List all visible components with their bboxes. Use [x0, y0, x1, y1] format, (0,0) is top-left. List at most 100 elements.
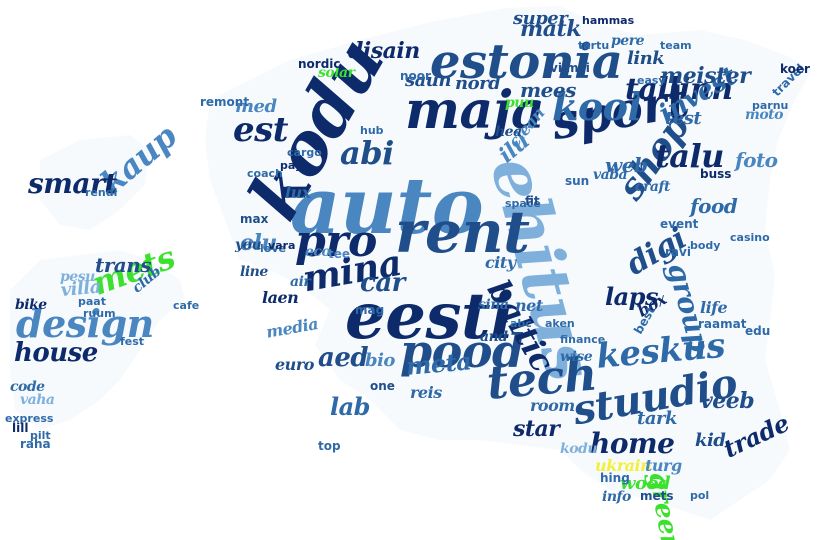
cloud-word-noor: noor: [400, 69, 431, 83]
cloud-word-design: design: [16, 301, 154, 346]
cloud-word-raha: raha: [20, 437, 51, 451]
cloud-word-air: air: [290, 274, 311, 290]
cloud-word-wise: wise: [560, 349, 593, 365]
cloud-word-sun: sun: [565, 174, 590, 188]
cloud-word-aed: aed: [318, 343, 369, 373]
cloud-word-ravi: ravi: [665, 245, 691, 259]
cloud-word-mag: mag: [355, 303, 385, 317]
cloud-word-team: team: [660, 39, 692, 52]
cloud-word-disain: disain: [348, 38, 420, 64]
cloud-word-bike: bike: [15, 297, 47, 313]
cloud-word-kodu: kodu: [560, 441, 598, 457]
cloud-word-koer: koer: [780, 62, 810, 76]
cloud-word-cargo: cargo: [287, 146, 322, 159]
cloud-word-meister: meister: [660, 63, 751, 89]
cloud-word-line: line: [240, 264, 268, 280]
cloud-word-ruum: ruum: [83, 307, 116, 320]
cloud-word-love: love: [260, 242, 286, 255]
cloud-word-pesu: pesu: [60, 269, 95, 285]
cloud-word-nord: nord: [455, 73, 501, 94]
hiiumaa-silhouette: [40, 135, 150, 230]
cloud-word-trans: trans: [95, 253, 152, 277]
cloud-word-wood: wood: [620, 473, 671, 494]
saaremaa-silhouette: [10, 250, 185, 430]
cloud-word-kool: kool: [552, 84, 642, 129]
cloud-word-matk: matk: [520, 16, 581, 42]
cloud-word-foto: foto: [735, 148, 778, 172]
cloud-word-tallinn: tallinn: [625, 72, 733, 107]
cloud-word-super: super: [513, 8, 568, 29]
cloud-word-life: life: [700, 298, 728, 317]
cloud-word-hea: hea: [495, 124, 522, 140]
cloud-word-nordic: nordic: [298, 57, 341, 71]
cloud-word-you: you: [235, 237, 262, 253]
cloud-word-cafe: cafe: [173, 299, 200, 312]
cloud-word-aken: aken: [545, 317, 575, 330]
cloud-word-tartu: tartu: [578, 39, 610, 52]
cloud-word-lill: lill: [12, 421, 29, 435]
cloud-word-raamat: raamat: [698, 317, 747, 331]
cloud-word-mees: mees: [520, 78, 576, 102]
cloud-word-top: top: [318, 439, 341, 453]
cloud-word-hammas: hammas: [582, 14, 635, 27]
cloud-word-sina: sina: [478, 297, 509, 313]
cloud-word-code: code: [10, 379, 45, 395]
cloud-word-eesti: eesti: [345, 279, 514, 354]
cloud-word-body: body: [690, 239, 721, 252]
cloud-word-est: est: [233, 110, 288, 150]
cloud-word-maja: maja: [405, 80, 545, 141]
cloud-word-link: link: [627, 48, 665, 69]
cloud-word-pood: pood: [400, 324, 524, 378]
cloud-word-auto: auto: [290, 161, 484, 252]
cloud-word-coach: coach: [247, 167, 283, 180]
cloud-word-talu: talu: [655, 137, 724, 175]
cloud-word-vara: vara: [268, 239, 296, 252]
cloud-word-hub: hub: [360, 124, 384, 137]
cloud-word-and: and: [480, 329, 508, 345]
cloud-word-house: house: [14, 338, 98, 368]
cloud-word-moto: moto: [745, 107, 783, 123]
cloud-word-net: net: [515, 296, 543, 315]
cloud-word-pere: pere: [611, 33, 644, 49]
cloud-word-ukrain: ukrain: [595, 456, 652, 475]
cloud-word-fit: fit: [525, 194, 540, 208]
cloud-word-buss: buss: [700, 167, 732, 181]
cloud-word-remont: remont: [200, 95, 250, 109]
cloud-word-max: max: [240, 212, 269, 226]
cloud-word-craft: craft: [635, 179, 670, 195]
cloud-word-meta: meta: [404, 346, 473, 381]
cloud-word-abi: abi: [340, 134, 394, 172]
cloud-word-smart: smart: [28, 167, 117, 200]
cloud-word-elu: elu: [240, 230, 277, 256]
cloud-word-tee: tee: [328, 247, 351, 261]
cloud-word-lab: lab: [330, 392, 370, 421]
cloud-word-puu: puu: [505, 95, 534, 111]
cloud-word-star: star: [513, 416, 560, 442]
cloud-word-tark: tark: [637, 408, 677, 429]
cloud-word-event: event: [660, 217, 699, 231]
cloud-word-rendi: rendi: [85, 186, 118, 199]
cloud-word-pro: pro: [295, 216, 377, 267]
cloud-word-vaha: vaha: [20, 392, 55, 408]
cloud-word-turg: turg: [645, 456, 682, 475]
cloud-word-pol: pol: [690, 489, 710, 502]
cloud-word-eco: eco: [305, 244, 331, 260]
cloud-word-viimsi: viimsi: [550, 61, 590, 75]
cloud-word-easy: easy: [637, 74, 666, 87]
cloud-word-test: test: [665, 108, 702, 129]
cloud-word-estonia: estonia: [430, 34, 623, 90]
mainland-silhouette: [205, 6, 812, 520]
cloud-word-rent: rent: [395, 198, 530, 266]
cloud-word-lux: lux: [285, 183, 311, 202]
cloud-word-fest: fest: [120, 335, 145, 348]
cloud-word-edu: edu: [745, 324, 771, 338]
cloud-word-parnu: parnu: [752, 99, 789, 112]
cloud-word-paat: paat: [78, 295, 106, 308]
cloud-word-info: info: [602, 489, 631, 505]
cloud-word-hing: hing: [600, 471, 630, 485]
cloud-word-med: med: [235, 96, 277, 117]
cloud-word-veeb: veeb: [700, 388, 755, 414]
cloud-word-abc: abc: [510, 317, 532, 330]
